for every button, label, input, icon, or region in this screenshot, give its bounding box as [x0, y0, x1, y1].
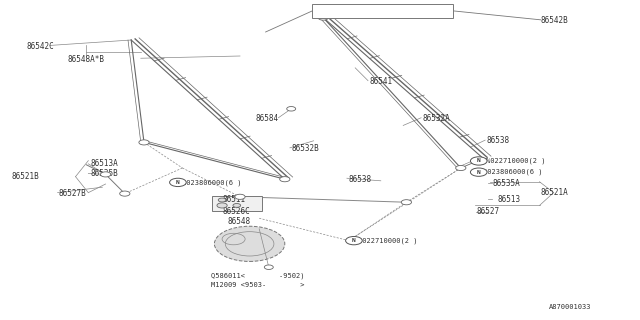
Circle shape: [139, 140, 149, 145]
Text: 86548A*B: 86548A*B: [67, 55, 104, 64]
Text: 86513: 86513: [498, 195, 521, 204]
Circle shape: [170, 178, 186, 187]
Text: Q586011<        -9502): Q586011< -9502): [211, 273, 305, 279]
Bar: [212, 196, 262, 211]
Text: 86526C: 86526C: [223, 207, 250, 216]
Circle shape: [401, 200, 412, 205]
Text: 86584: 86584: [256, 114, 279, 123]
Text: 86538: 86538: [486, 136, 509, 145]
Text: 86527: 86527: [477, 207, 500, 216]
Text: 86535A: 86535A: [493, 179, 520, 188]
Circle shape: [280, 177, 290, 182]
Text: N: N: [352, 238, 356, 243]
Circle shape: [214, 226, 285, 261]
Text: ℕ023806000(6 ): ℕ023806000(6 ): [483, 169, 543, 175]
Text: 86538: 86538: [349, 175, 372, 184]
Text: 86542C: 86542C: [27, 42, 54, 51]
Text: 86521B: 86521B: [12, 172, 39, 181]
Text: 86548: 86548: [227, 217, 250, 226]
Circle shape: [100, 172, 111, 177]
Text: ℕ022710000(2 ): ℕ022710000(2 ): [486, 158, 546, 164]
Circle shape: [217, 203, 227, 208]
Text: 86532B: 86532B: [291, 144, 319, 153]
Text: M12009 <9503-        >: M12009 <9503- >: [211, 283, 305, 288]
Text: 86527B: 86527B: [59, 189, 86, 198]
Text: 86521A: 86521A: [541, 188, 568, 197]
Text: 86542B: 86542B: [541, 16, 568, 25]
Bar: [312, 4, 453, 18]
Circle shape: [470, 157, 487, 165]
Circle shape: [470, 168, 487, 176]
Text: 86535B: 86535B: [91, 169, 118, 178]
Circle shape: [456, 165, 466, 171]
Text: N: N: [176, 180, 180, 185]
Text: 86513A: 86513A: [91, 159, 118, 168]
Circle shape: [218, 198, 226, 202]
Text: 86532A: 86532A: [422, 114, 450, 123]
Text: 86541: 86541: [370, 77, 393, 86]
Circle shape: [287, 107, 296, 111]
Text: 86511: 86511: [223, 196, 246, 204]
Circle shape: [264, 265, 273, 269]
Circle shape: [120, 191, 130, 196]
Text: A870001033: A870001033: [549, 304, 591, 309]
Circle shape: [235, 194, 245, 199]
Circle shape: [318, 15, 328, 20]
Text: N: N: [477, 170, 481, 175]
Text: N: N: [477, 158, 481, 164]
Text: ℕ023806000(6 ): ℕ023806000(6 ): [182, 180, 242, 186]
Text: ℕ022710000(2 ): ℕ022710000(2 ): [358, 237, 418, 244]
Text: 86548A*A: 86548A*A: [330, 7, 367, 16]
Circle shape: [346, 236, 362, 245]
Circle shape: [233, 204, 241, 207]
